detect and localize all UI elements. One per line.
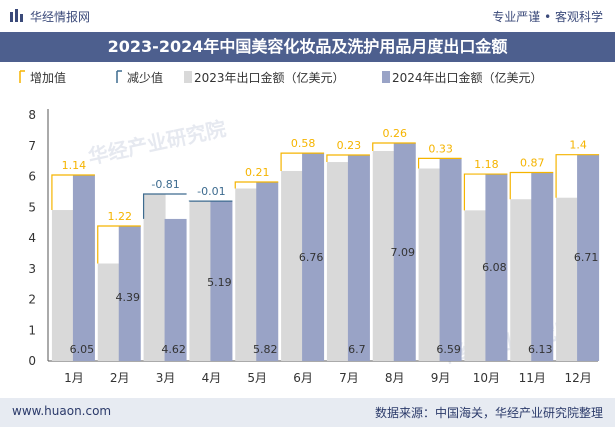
bar-2023 (97, 263, 120, 361)
bar-2024 (72, 174, 95, 361)
legend-2023-swatch (184, 71, 192, 83)
increase-bracket (417, 157, 462, 169)
value-label-2024: 6.13 (528, 343, 553, 356)
increase-bracket (51, 174, 95, 211)
website-link[interactable]: www.huaon.com (12, 404, 112, 418)
difference-label: -0.81 (151, 178, 179, 191)
y-tick-label: 2 (28, 293, 36, 307)
difference-label: 0.33 (428, 142, 453, 155)
y-tick-label: 3 (28, 262, 36, 276)
increase-bracket (372, 142, 416, 151)
increase-bracket (234, 181, 279, 189)
chart-title: 2023-2024年中国美容化妆品及洗护用品月度出口金额 (107, 37, 508, 56)
difference-label: 1.14 (62, 159, 87, 172)
legend-increase-swatch (19, 70, 25, 83)
x-tick-label: 9月 (431, 371, 451, 385)
bar-2023 (235, 188, 258, 361)
difference-label: 1.22 (108, 210, 133, 223)
difference-label: 0.58 (291, 137, 316, 150)
difference-label: 0.23 (337, 139, 362, 152)
difference-label: 0.26 (383, 127, 408, 140)
increase-bracket (463, 173, 508, 211)
value-label-2024: 6.08 (482, 261, 507, 274)
x-tick-label: 11月 (519, 371, 546, 385)
watermark-text: 华经产业研究院 (86, 116, 228, 169)
bar-2024 (256, 182, 279, 361)
bar-2023 (464, 210, 487, 361)
bar-2024 (164, 218, 187, 361)
brand-name[interactable]: 华经情报网 (30, 10, 91, 24)
bar-2023 (326, 162, 349, 361)
bar-2024 (577, 154, 600, 361)
bar-2024 (393, 142, 416, 361)
difference-label: 1.4 (569, 139, 587, 152)
bar-2023 (510, 199, 533, 361)
x-tick-label: 8月 (385, 371, 405, 385)
bar-2024 (439, 158, 462, 361)
footer-bar (0, 398, 615, 427)
y-tick-label: 0 (28, 354, 36, 368)
y-tick-label: 5 (28, 200, 36, 214)
bar-2023 (143, 194, 166, 361)
x-tick-label: 1月 (64, 371, 84, 385)
value-label-2024: 6.76 (299, 251, 324, 264)
tagline: 专业严谨 • 客观科学 (492, 10, 603, 24)
bar-2023 (51, 210, 74, 361)
y-tick-label: 7 (28, 139, 36, 153)
difference-label: 0.87 (520, 157, 545, 170)
value-label-2024: 6.59 (436, 343, 461, 356)
increase-bracket (280, 152, 325, 171)
x-tick-label: 6月 (293, 371, 313, 385)
bar-2023 (556, 197, 579, 361)
bar-2024 (118, 226, 141, 361)
x-tick-label: 3月 (156, 371, 176, 385)
value-label-2024: 4.39 (116, 291, 141, 304)
header-bar: 华经情报网 专业严谨 • 客观科学 (0, 0, 615, 30)
bar-2023 (281, 170, 304, 361)
bar-2024 (210, 201, 233, 361)
bar-2024 (347, 154, 370, 361)
value-label-2024: 5.82 (253, 343, 278, 356)
x-tick-label: 12月 (564, 371, 591, 385)
legend-label: 减少值 (127, 70, 163, 85)
value-label-2024: 6.71 (574, 251, 599, 264)
difference-label: 0.21 (245, 166, 270, 179)
value-label-2024: 6.05 (70, 343, 95, 356)
value-label-2024: 4.62 (161, 343, 186, 356)
bar-2024 (531, 172, 554, 361)
increase-bracket (97, 225, 141, 264)
increase-bracket (326, 154, 370, 163)
bar-2023 (189, 201, 212, 361)
y-tick-label: 4 (28, 231, 36, 245)
x-tick-label: 2月 (110, 371, 130, 385)
bar-2023 (372, 150, 395, 361)
y-tick-label: 8 (28, 108, 36, 122)
legend-2024-swatch (382, 71, 390, 83)
value-label-2024: 6.7 (348, 343, 366, 356)
x-tick-label: 10月 (473, 371, 500, 385)
legend-label: 2024年出口金额（亿美元） (392, 70, 543, 85)
decrease-bracket (142, 193, 187, 219)
bar-2024 (485, 174, 508, 361)
legend-label: 增加值 (30, 70, 66, 85)
y-tick-label: 1 (28, 323, 36, 337)
title-bar (0, 32, 615, 62)
y-tick-label: 6 (28, 170, 36, 184)
legend-label: 2023年出口金额（亿美元） (194, 70, 345, 85)
legend-decrease-swatch (116, 70, 122, 83)
bar-2024 (302, 153, 325, 361)
bar-2023 (418, 168, 441, 361)
x-tick-label: 4月 (202, 371, 222, 385)
increase-bracket (555, 154, 600, 198)
increase-bracket (509, 171, 554, 200)
difference-label: -0.01 (197, 185, 225, 198)
difference-label: 1.18 (474, 158, 499, 171)
x-tick-label: 7月 (339, 371, 359, 385)
data-source-note: 数据来源：中国海关，华经产业研究院整理 (374, 406, 603, 420)
x-tick-label: 5月 (247, 371, 267, 385)
value-label-2024: 7.09 (391, 246, 416, 259)
logo-icon (10, 9, 23, 22)
bar-chart: 华经产业研究院华经产业研究院增加值减少值2023年出口金额（亿美元）2024年出… (19, 70, 600, 385)
value-label-2024: 5.19 (207, 276, 232, 289)
